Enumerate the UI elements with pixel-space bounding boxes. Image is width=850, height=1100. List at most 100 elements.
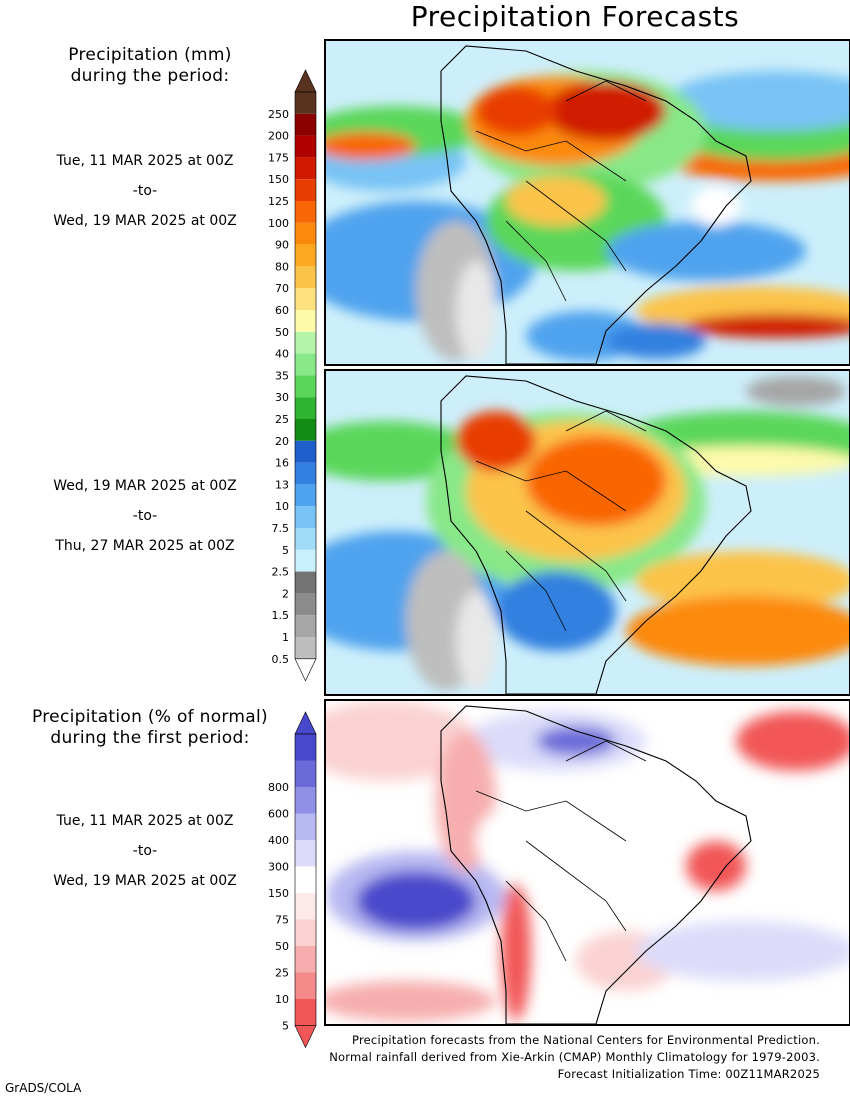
precip-colorbar-tick-label: 150 [268,173,289,186]
precip-colorbar-top-arrow [294,69,317,93]
percent-colorbar-swatch [295,946,316,973]
percent-colorbar-tick-label: 150 [268,887,289,900]
precip-colorbar-swatch [295,637,316,659]
period3-start-date: Tue, 11 MAR 2025 at 00Z [56,813,234,829]
percent-colorbar-swatch [295,999,316,1026]
percent-colorbar-swatch [295,919,316,946]
precip-legend-heading: Precipitation (mm) during the period: [0,45,300,87]
percent-colorbar-swatch [295,972,316,999]
precip-colorbar-tick-label: 16 [275,457,289,470]
precip-colorbar-tick-label: 70 [275,282,289,295]
precip-colorbar-swatch [295,353,316,376]
precip-colorbar-tick-label: 5 [282,544,289,557]
percent-legend-heading: Precipitation (% of normal) during the f… [10,707,290,749]
percent-colorbar-tick-label: 5 [282,1020,289,1033]
precip-colorbar-swatch [295,375,316,398]
percent-colorbar-top-arrow [294,711,317,735]
precip-map-period2 [324,369,850,696]
precip-legend-heading-line1: Precipitation (mm) [68,45,232,65]
percent-colorbar-swatch [295,866,316,893]
precip-colorbar-swatch [295,615,316,637]
percent-colorbar-tick-label: 400 [268,834,289,847]
percent-colorbar-tick-label: 50 [275,940,289,953]
percent-colorbar-swatch [295,813,316,840]
precip-map-period1-svg [326,41,849,364]
precip-colorbar-swatch [295,179,316,201]
footer-init-time-line: Forecast Initialization Time: 00Z11MAR20… [557,1067,820,1081]
precip-colorbar-svg: 0.5 1 1.5 2 2.5 5 7.5 10 13 16 20 25 30 35 40 50 60 70 80 9… [268,69,317,682]
precip-colorbar-tick-label: 1 [282,631,289,644]
precip-colorbar-tick-label: 40 [275,348,289,361]
precip-colorbar-tick-label: 13 [275,478,289,491]
precip-legend-heading-line2: during the period: [70,66,230,86]
percent-colorbar-swatch [295,840,316,867]
percent-colorbar-swatch [295,734,316,761]
precip-colorbar: 0.5 1 1.5 2 2.5 5 7.5 10 13 16 20 25 30 35 40 50 60 70 80 9… [240,69,320,682]
precip-colorbar-swatch [295,528,316,550]
footer-climatology-line: Normal rainfall derived from Xie-Arkin (… [329,1050,820,1064]
precip-colorbar-bottom-arrow [294,658,317,682]
precip-colorbar-tick-label: 60 [275,304,289,317]
precip-colorbar-tick-label: 175 [268,151,289,164]
precip-colorbar-swatch [295,419,316,441]
percent-legend-heading-line2: during the first period: [50,728,250,748]
precip-colorbar-tick-label: 25 [275,413,289,426]
precip-colorbar-tick-label: 125 [268,195,289,208]
precip-colorbar-swatch [295,440,316,463]
precip-colorbar-tick-label: 200 [268,130,289,143]
footer-source-line: Precipitation forecasts from the Nationa… [352,1033,820,1047]
percent-normal-map-svg [326,701,849,1024]
precip-map-period2-svg [326,371,849,694]
precip-colorbar-swatch [295,462,316,485]
percent-colorbar-swatch [295,787,316,814]
grads-credit: GrADS/COLA [5,1081,82,1095]
percent-colorbar-tick-label: 75 [275,914,289,927]
precip-map-period1 [324,39,850,366]
period1-end-date: Wed, 19 MAR 2025 at 00Z [53,213,237,229]
precip-colorbar-tick-label: 2.5 [272,566,290,579]
precip-colorbar-swatch [295,157,316,180]
period3-to-label: -to- [132,843,158,859]
precip-colorbar-tick-label: 10 [275,500,289,513]
precip-colorbar-swatch [295,113,316,136]
precip-colorbar-swatch [295,571,316,594]
precip-colorbar-tick-label: 50 [275,326,289,339]
precip-colorbar-swatch [295,244,316,267]
percent-colorbar-swatch [295,760,316,787]
precip-colorbar-tick-label: 1.5 [272,609,290,622]
precip-colorbar-swatch [295,310,316,332]
percent-normal-map [324,699,850,1026]
precip-colorbar-tick-label: 35 [275,369,289,382]
period1-start-date: Tue, 11 MAR 2025 at 00Z [56,153,234,169]
precip-colorbar-swatch [295,397,316,419]
precip-colorbar-swatch [295,549,316,572]
precip-colorbar-tick-label: 100 [268,217,289,230]
precip-colorbar-swatch [295,92,316,114]
period2-start-date: Wed, 19 MAR 2025 at 00Z [53,478,237,494]
precip-colorbar-swatch [295,201,316,223]
figure-title: Precipitation Forecasts [410,0,740,33]
precip-colorbar-tick-label: 2 [282,587,289,600]
percent-colorbar: 5 10 25 50 75 150 300 400 600 800 [240,711,320,1049]
precip-colorbar-swatch [295,484,316,507]
precip-colorbar-tick-label: 20 [275,435,289,448]
percent-colorbar-swatch [295,893,316,920]
precip-colorbar-swatch [295,266,316,289]
period2-end-date: Thu, 27 MAR 2025 at 00Z [55,538,235,554]
precip-colorbar-swatch [295,288,316,310]
precip-colorbar-swatch [295,506,316,528]
percent-colorbar-tick-label: 10 [275,993,289,1006]
period3-end-date: Wed, 19 MAR 2025 at 00Z [53,873,237,889]
precip-colorbar-tick-label: 80 [275,260,289,273]
precip-colorbar-swatch [295,593,316,616]
precip-colorbar-tick-label: 90 [275,239,289,252]
precip-colorbar-tick-label: 30 [275,391,289,404]
percent-colorbar-tick-label: 300 [268,861,289,874]
percent-colorbar-tick-label: 25 [275,967,289,980]
precip-colorbar-tick-label: 250 [268,108,289,121]
percent-colorbar-tick-label: 600 [268,808,289,821]
period2-to-label: -to- [132,508,158,524]
percent-colorbar-tick-label: 800 [268,781,289,794]
percent-legend-heading-line1: Precipitation (% of normal) [32,707,268,727]
percent-colorbar-bottom-arrow [294,1025,317,1049]
